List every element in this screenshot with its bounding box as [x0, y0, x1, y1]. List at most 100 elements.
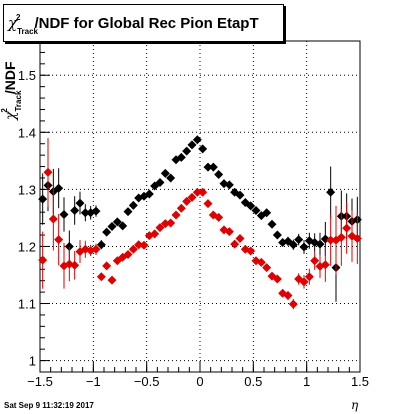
red-point	[155, 223, 165, 233]
red-point	[54, 235, 64, 245]
y-tick-label: 1	[29, 354, 36, 369]
red-point	[272, 274, 282, 284]
red-point	[352, 233, 362, 243]
title-box: χTrack 2/NDF for Global Rec Pion EtapT	[3, 4, 284, 42]
x-tick-label: −1	[86, 374, 101, 389]
red-point	[326, 235, 336, 245]
red-point	[91, 244, 101, 254]
red-point	[43, 167, 53, 177]
red-point	[96, 272, 106, 282]
black-point	[123, 207, 133, 217]
ylabel-rest: /NDF	[2, 61, 18, 95]
black-point	[96, 240, 106, 250]
red-point	[203, 199, 213, 209]
red-point	[235, 233, 245, 243]
red-point	[134, 240, 144, 250]
y-tick-label: 1.2	[18, 239, 36, 254]
red-point	[342, 223, 352, 233]
title-symbol: χ	[8, 14, 18, 32]
red-point	[70, 260, 80, 270]
black-point	[144, 189, 154, 199]
title-subscript: Track	[17, 27, 38, 36]
black-point	[315, 239, 325, 249]
black-point	[38, 194, 48, 204]
title-superscript: 2	[16, 13, 21, 22]
black-point	[112, 217, 122, 227]
black-point	[166, 173, 176, 183]
y-axis-label: χTrack2/NDF	[0, 61, 23, 120]
red-point	[224, 227, 234, 237]
black-point	[118, 221, 128, 231]
black-point	[160, 168, 170, 178]
red-point	[123, 249, 133, 259]
red-point	[299, 277, 309, 287]
black-point	[80, 208, 90, 218]
x-axis-label: η	[351, 398, 359, 412]
ylabel-subscript: Track	[14, 90, 23, 112]
red-point	[139, 240, 149, 250]
black-point	[326, 187, 336, 197]
red-point	[256, 257, 266, 267]
black-point	[176, 152, 186, 162]
black-point	[224, 180, 234, 190]
red-point	[187, 192, 197, 202]
red-point	[48, 214, 58, 224]
y-tick-label: 1.4	[18, 125, 36, 140]
red-point	[166, 218, 176, 228]
black-point	[203, 162, 213, 172]
y-tick-label: 1.3	[18, 182, 36, 197]
x-tick-label: 0	[196, 374, 203, 389]
black-point	[54, 183, 64, 193]
black-point	[208, 162, 218, 172]
red-point	[171, 210, 181, 220]
red-point	[198, 187, 208, 197]
red-point	[320, 260, 330, 270]
x-tick-label: 1	[303, 374, 310, 389]
x-tick-label: −0.5	[134, 374, 160, 389]
grid-lines	[40, 41, 360, 372]
plot-frame	[39, 40, 361, 373]
red-point	[38, 255, 48, 265]
red-point	[192, 187, 202, 197]
red-point	[262, 263, 272, 273]
black-point	[214, 170, 224, 180]
black-point	[272, 230, 282, 240]
red-point	[214, 212, 224, 222]
axis-ticks	[39, 40, 361, 372]
red-point	[102, 261, 112, 271]
red-point	[230, 239, 240, 249]
x-tick-label: −1.5	[27, 374, 53, 389]
black-point	[128, 200, 138, 210]
black-point	[182, 146, 192, 156]
black-point	[75, 198, 85, 208]
black-point	[91, 206, 101, 216]
black-point	[59, 209, 69, 219]
data-points	[38, 135, 362, 310]
red-point	[310, 256, 320, 266]
ylabel-superscript: 2	[0, 108, 9, 113]
tick-labels: −1.5 −1 −0.5 0 0.5 1 1.5 1 1.1 1.2 1.3 1.4 1.5	[18, 68, 369, 389]
black-point	[235, 190, 245, 200]
red-point	[304, 272, 314, 282]
timestamp: Sat Sep 9 11:32:19 2017	[4, 401, 94, 410]
x-tick-label: 1.5	[351, 374, 369, 389]
black-point	[64, 241, 74, 251]
red-point	[182, 196, 192, 206]
y-tick-label: 1.1	[18, 297, 36, 312]
black-point	[288, 240, 298, 250]
red-point	[128, 244, 138, 254]
red-point	[336, 232, 346, 242]
chart-title: χTrack 2/NDF for Global Rec Pion EtapT	[8, 13, 259, 36]
black-point	[294, 235, 304, 245]
x-tick-label: 0.5	[244, 374, 262, 389]
black-point	[198, 144, 208, 154]
black-point	[246, 201, 256, 211]
black-point	[187, 140, 197, 150]
red-point	[246, 246, 256, 256]
black-point	[251, 205, 261, 215]
title-rest: /NDF for Global Rec Pion EtapT	[34, 15, 259, 32]
black-point	[107, 221, 117, 231]
red-point	[288, 299, 298, 309]
black-point	[262, 208, 272, 218]
